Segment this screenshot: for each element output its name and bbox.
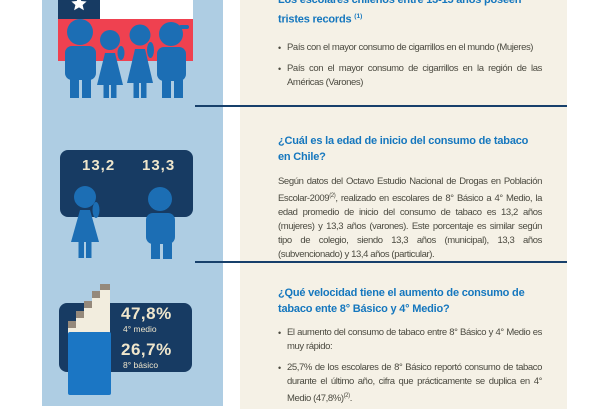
stat-8basico-label: 8° básico — [123, 360, 159, 370]
cigarette-tips — [68, 284, 110, 328]
stat-4medio-label: 4° medio — [123, 324, 157, 334]
increase-bullet-list: • El aumento del consumo de tabaco entre… — [278, 326, 542, 406]
girls-start-age: 13,2 — [82, 157, 116, 174]
paragraph-text: 25,7% de los escolares de 8° Básico repo… — [287, 362, 542, 405]
increase-statement: El aumento del consumo de tabaco entre 8… — [287, 327, 542, 352]
content-column — [240, 0, 567, 409]
cigarette-pack-illustration: 47,8% 4° medio 26,7% 8° básico — [59, 284, 194, 399]
reference-2: (2) — [329, 193, 336, 199]
records-bullet-list: • País con el mayor consumo de cigarrill… — [278, 41, 542, 90]
stat-8basico-value: 26,7% — [121, 340, 172, 359]
paragraph-text: , realizado en escolares de 8° Básico a … — [278, 193, 542, 261]
section-starting-age: ¿Cuál es la edad de inicio del consumo d… — [278, 134, 542, 262]
age-chalkboard-illustration: 13,2 13,3 — [60, 150, 193, 260]
increase-statistics: 25,7% de los escolares de 8° Básico repo… — [287, 361, 542, 406]
girl-boy-silhouettes-icon — [71, 186, 175, 259]
section-records-title-text: Los escolares chilenos entre 13-15 años … — [278, 0, 522, 26]
starting-age-paragraph: Según datos del Octavo Estudio Nacional … — [278, 175, 542, 262]
boys-start-age: 13,3 — [142, 157, 176, 174]
list-item: • El aumento del consumo de tabaco entre… — [278, 326, 542, 354]
section-records-title: Los escolares chilenos entre 13-15 años … — [278, 0, 542, 28]
bullet-icon: • — [278, 42, 281, 53]
section-divider — [195, 261, 567, 263]
paragraph-text: Según datos del Octavo Estudio Nacional … — [278, 176, 542, 205]
reference-1: (1) — [354, 12, 363, 20]
list-item: • País con el mayor consumo de cigarrill… — [278, 41, 542, 55]
cigarette-pack-icon — [59, 284, 192, 395]
section-records: Los escolares chilenos entre 13-15 años … — [278, 0, 542, 97]
bullet-icon: • — [278, 63, 281, 74]
stat-4medio-value: 47,8% — [121, 304, 172, 323]
list-item: • País con el mayor consumo de cigarrill… — [278, 62, 542, 90]
section-starting-age-title: ¿Cuál es la edad de inicio del consumo d… — [278, 135, 529, 163]
list-item: • 25,7% de los escolares de 8° Básico re… — [278, 361, 542, 406]
section-increase-speed-title: ¿Qué velocidad tiene el aumento de consu… — [278, 287, 525, 315]
bullet-icon: • — [278, 328, 281, 338]
children-silhouettes-icon — [65, 19, 189, 98]
record-americas-men: País con el mayor consumo de cigarrillos… — [287, 62, 542, 88]
section-divider — [195, 105, 567, 107]
flag-star-icon — [71, 0, 87, 11]
section-increase-speed: ¿Qué velocidad tiene el aumento de consu… — [278, 286, 542, 409]
chile-flag-children-icon — [58, 0, 193, 98]
paragraph-text: . — [349, 393, 353, 405]
reference-2: (2) — [343, 393, 351, 399]
bullet-icon: • — [278, 363, 281, 373]
record-world-women: País con el mayor consumo de cigarrillos… — [287, 41, 534, 53]
